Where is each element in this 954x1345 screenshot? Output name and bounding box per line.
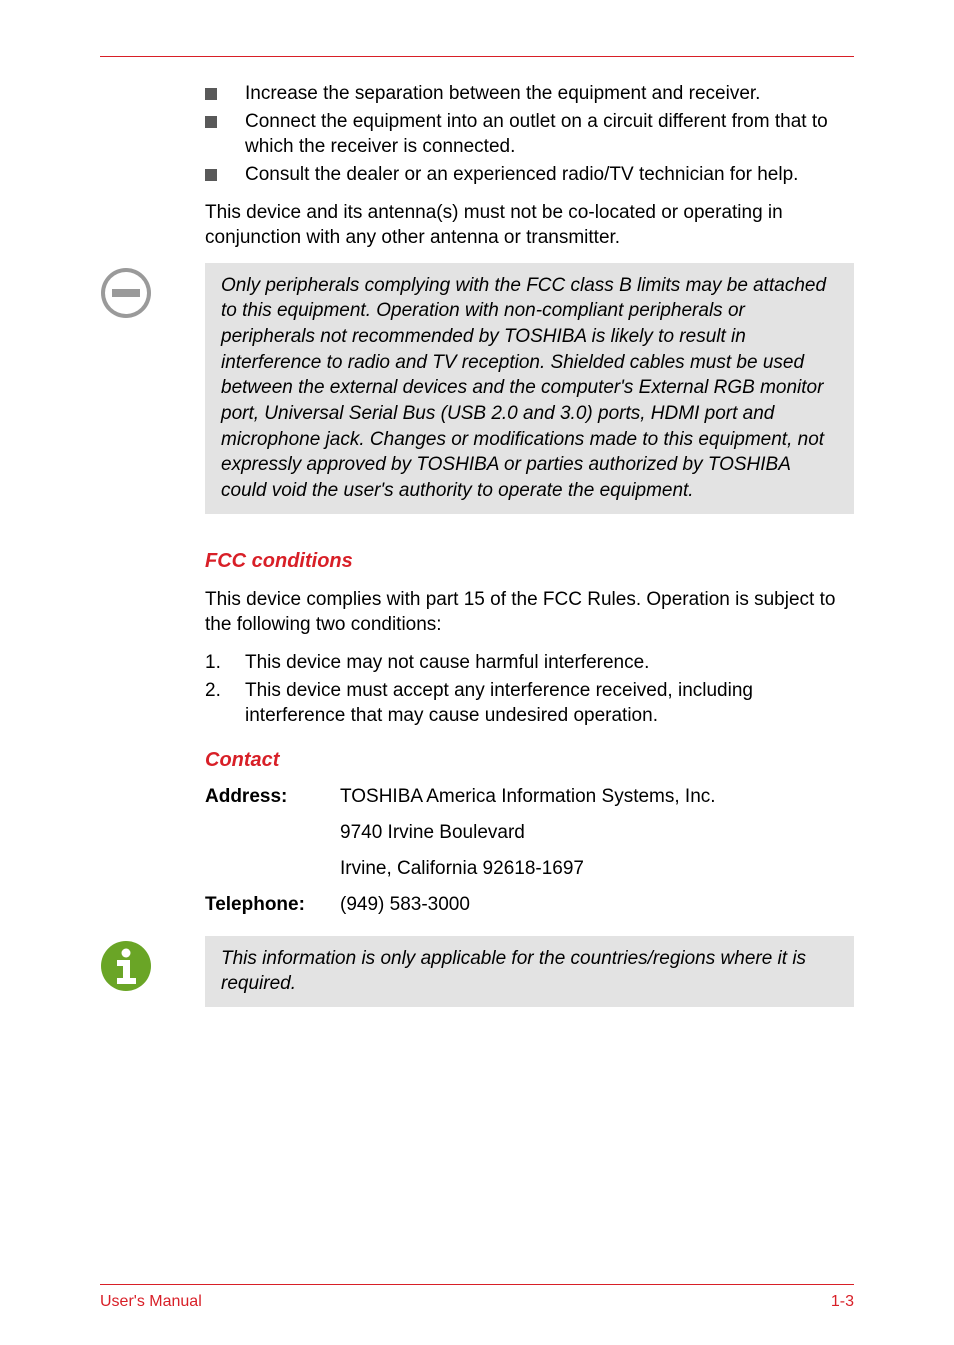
fcc-conditions-heading: FCC conditions [205, 550, 854, 573]
list-item: Connect the equipment into an outlet on … [205, 109, 854, 160]
address-line2: 9740 Irvine Boulevard [340, 822, 525, 844]
empty-label [205, 858, 340, 880]
telephone-value: (949) 583-3000 [340, 894, 470, 916]
info-icon [100, 940, 152, 992]
list-item: Consult the dealer or an experienced rad… [205, 162, 854, 188]
note-text: Only peripherals complying with the FCC … [221, 273, 838, 504]
address-line1: TOSHIBA America Information Systems, Inc… [340, 786, 716, 808]
address-label: Address: [205, 786, 340, 808]
list-item: This device must accept any interference… [205, 678, 854, 729]
empty-label [205, 822, 340, 844]
footer: User's Manual 1-3 [100, 1293, 854, 1311]
address-line3: Irvine, California 92618-1697 [340, 858, 584, 880]
contact-heading: Contact [205, 749, 854, 772]
bottom-rule [100, 1284, 854, 1285]
antenna-paragraph: This device and its antenna(s) must not … [205, 200, 854, 251]
list-item: Increase the separation between the equi… [205, 81, 854, 107]
bullet-list: Increase the separation between the equi… [205, 81, 854, 188]
footer-right: 1-3 [831, 1293, 854, 1311]
fcc-paragraph: This device complies with part 15 of the… [205, 587, 854, 638]
note-block-info: This information is only applicable for … [205, 936, 854, 1007]
fcc-numbered-list: This device may not cause harmful interf… [205, 650, 854, 729]
table-row: Address: TOSHIBA America Information Sys… [205, 786, 854, 808]
note-text: This information is only applicable for … [221, 946, 838, 997]
top-rule [100, 56, 854, 57]
footer-left: User's Manual [100, 1293, 202, 1311]
telephone-label: Telephone: [205, 894, 340, 916]
list-item: This device may not cause harmful interf… [205, 650, 854, 676]
note-block-fcc: Only peripherals complying with the FCC … [205, 263, 854, 514]
dash-icon [100, 267, 152, 319]
table-row: 9740 Irvine Boulevard [205, 822, 854, 844]
contact-table: Address: TOSHIBA America Information Sys… [205, 786, 854, 916]
table-row: Irvine, California 92618-1697 [205, 858, 854, 880]
table-row: Telephone: (949) 583-3000 [205, 894, 854, 916]
